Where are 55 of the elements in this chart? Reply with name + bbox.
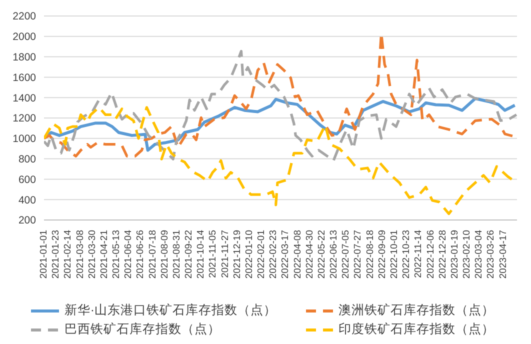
legend-label: 巴西铁矿石库存指数（点）: [64, 321, 220, 338]
x-tick-label: 2021-03-30: [86, 230, 98, 279]
x-tick-label: 2022-07-05: [340, 230, 352, 279]
x-tick-label: 2022-04-30: [304, 230, 316, 279]
x-tick-label: 2021-04-21: [98, 230, 110, 279]
x-tick-label: 2022-05-22: [316, 230, 328, 279]
x-tick-label: 2021-12-19: [232, 230, 243, 279]
x-tick-label: 2022-07-27: [352, 230, 364, 279]
y-tick-label: 2200: [12, 10, 36, 23]
x-tick-label: 2022-10-01: [388, 230, 400, 279]
y-tick-label: 400: [18, 194, 36, 206]
y-tick-label: 2000: [12, 31, 36, 44]
x-tick-label: 2021-11-27: [220, 230, 231, 278]
x-tick-label: 2022-02-01: [256, 230, 268, 279]
x-tick-label: 2022-08-18: [364, 230, 376, 279]
x-tick-label: 2021-09-22: [184, 230, 195, 279]
x-tick-label: 2022-11-14: [413, 230, 424, 278]
x-tick-label: 2021-02-14: [62, 230, 74, 279]
x-tick-label: 2022-12-06: [425, 230, 436, 279]
x-tick-label: 2021-01-23: [50, 230, 62, 279]
legend-label: 澳洲铁矿石库存指数（点）: [338, 302, 495, 319]
x-tick-label: 2021-01-01: [38, 230, 50, 279]
legend-label: 印度铁矿石库存指数（点）: [338, 321, 495, 338]
x-tick-label: 2021-06-04: [123, 230, 134, 279]
x-tick-label: 2023-02-10: [462, 230, 473, 279]
x-tick-label: 2021-11-05: [208, 230, 219, 278]
x-tick-label: 2021-03-08: [74, 230, 86, 279]
x-tick-label: 2022-12-28: [437, 230, 448, 279]
x-tick-label: 2022-06-13: [328, 230, 340, 279]
x-tick-label: 2021-08-09: [159, 230, 170, 279]
x-tick-label: 2023-03-04: [474, 230, 485, 279]
x-tick-label: 2023-01-19: [449, 230, 460, 279]
line-series: [44, 50, 517, 162]
y-tick-label: 1800: [12, 52, 36, 64]
x-tick-label: 2022-09-09: [376, 230, 388, 279]
x-tick-label: 2021-08-31: [171, 230, 182, 279]
x-tick-label: 2021-10-14: [196, 230, 207, 279]
x-tick-label: 2021-07-18: [147, 230, 158, 279]
legend-label: 新华·山东港口铁矿石库存指数（点）: [64, 302, 277, 319]
x-tick-label: 2022-04-08: [292, 230, 304, 279]
x-tick-label: 2021-05-13: [111, 230, 122, 279]
y-tick-label: 1400: [12, 92, 36, 104]
x-tick-label: 2022-02-23: [268, 230, 280, 279]
x-tick-label: 2022-01-10: [244, 230, 255, 279]
y-tick-label: 600: [18, 174, 36, 186]
x-tick-label: 2021-06-26: [135, 230, 146, 279]
y-tick-label: 1200: [12, 112, 36, 125]
x-tick-label: 2023-04-17: [498, 230, 509, 279]
y-tick-label: 200: [18, 214, 36, 227]
x-tick-label: 2022-03-17: [280, 230, 292, 279]
y-tick-label: 1600: [12, 72, 36, 84]
y-tick-label: 1000: [12, 133, 36, 146]
x-tick-label: 2022-10-23: [401, 230, 412, 279]
x-tick-label: 2023-03-26: [486, 230, 497, 279]
y-tick-label: 800: [18, 154, 36, 166]
